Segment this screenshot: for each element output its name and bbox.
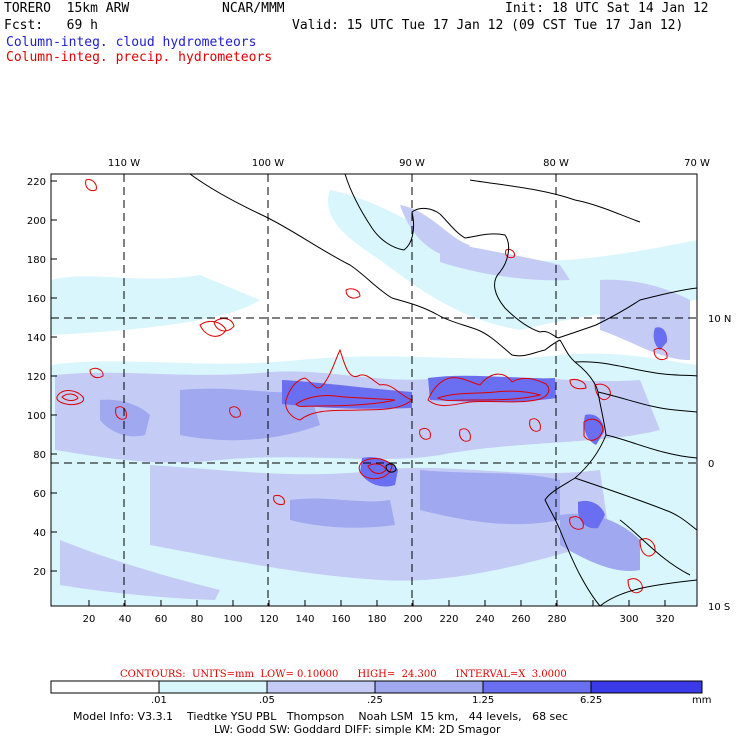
- model-info-line1: Model Info: V3.3.1 Tiedtke YSU PBL Thomp…: [73, 710, 569, 723]
- colorbar-label: 6.25: [580, 695, 603, 706]
- y-tick: 160: [27, 294, 46, 305]
- lon-label: 80 W: [543, 158, 569, 169]
- lat-label: 0: [708, 459, 714, 470]
- x-tick: 260: [511, 614, 530, 625]
- colorbar-label: 1.25: [472, 695, 495, 706]
- colorbar-label: .25: [367, 695, 383, 706]
- x-tick: 80: [191, 614, 204, 625]
- lon-label: 100 W: [252, 158, 284, 169]
- x-tick: 300: [619, 614, 638, 625]
- lat-lon-grid: [51, 174, 697, 606]
- x-tick: 280: [547, 614, 566, 625]
- init-time: Init: 18 UTC Sat 14 Jan 12: [505, 1, 709, 16]
- y-tick: 180: [27, 255, 46, 266]
- center-name: NCAR/MMM: [222, 1, 285, 16]
- y-tick: 120: [27, 372, 46, 383]
- colorbar-label: .05: [259, 695, 275, 706]
- longitude-labels: 110 W 100 W 90 W 80 W 70 W: [108, 158, 710, 169]
- x-tick: 40: [119, 614, 132, 625]
- x-tick: 180: [367, 614, 386, 625]
- colorbar-unit: mm: [692, 695, 712, 706]
- bottom-tick-labels: 20 40 60 80 100 120 140 160 180 200 220 …: [83, 614, 675, 625]
- x-tick: 320: [655, 614, 674, 625]
- precip-field-title: Column-integ. precip. hydrometeors: [6, 50, 273, 65]
- precip-contours: [56, 179, 668, 594]
- forecast-hour: Fcst: 69 h: [4, 18, 98, 33]
- x-tick: 60: [155, 614, 168, 625]
- model-name: TORERO 15km ARW: [4, 1, 130, 16]
- y-tick: 80: [33, 450, 46, 461]
- plot-frame: [50, 173, 698, 607]
- y-tick: 220: [27, 177, 46, 188]
- y-tick: 200: [27, 216, 46, 227]
- coastlines: [189, 174, 697, 606]
- x-tick: 200: [403, 614, 422, 625]
- colorbar-bin: [591, 681, 702, 693]
- cloud-shading: [51, 190, 697, 606]
- colorbar-bin: [375, 681, 483, 693]
- lon-label: 70 W: [684, 158, 710, 169]
- y-tick: 40: [33, 528, 46, 539]
- lat-label: 10 S: [708, 602, 730, 613]
- lat-label: 10 N: [708, 314, 731, 325]
- y-tick: 20: [33, 567, 46, 578]
- lon-label: 90 W: [399, 158, 425, 169]
- x-tick: 240: [475, 614, 494, 625]
- x-tick: 160: [331, 614, 350, 625]
- lon-label: 110 W: [108, 158, 140, 169]
- bottom-tick-marks: [88, 600, 666, 606]
- left-tick-labels: 220 200 180 160 140 120 100 80 60 40 20: [27, 177, 46, 578]
- x-tick: 140: [295, 614, 314, 625]
- model-info-line2: LW: Godd SW: Goddard DIFF: simple KM: 2D…: [214, 723, 501, 736]
- latitude-labels: 10 N 0 10 S: [708, 314, 731, 613]
- y-tick: 60: [33, 489, 46, 500]
- y-tick: 100: [27, 411, 46, 422]
- colorbar-bin: [51, 681, 159, 693]
- colorbar-bin: [483, 681, 591, 693]
- colorbar-bin: [267, 681, 375, 693]
- cloud-field-title: Column-integ. cloud hydrometeors: [6, 35, 257, 50]
- x-tick: 220: [439, 614, 458, 625]
- y-tick: 140: [27, 333, 46, 344]
- x-tick: 20: [83, 614, 96, 625]
- colorbar-label: .01: [151, 695, 167, 706]
- x-tick: 120: [259, 614, 278, 625]
- colorbar: [50, 680, 703, 694]
- x-tick: 100: [223, 614, 242, 625]
- left-tick-marks: [51, 180, 57, 572]
- colorbar-bin: [159, 681, 267, 693]
- contour-info: CONTOURS: UNITS=mm LOW= 0.10000 HIGH= 24…: [120, 669, 567, 680]
- valid-time: Valid: 15 UTC Tue 17 Jan 12 (09 CST Tue …: [292, 18, 684, 33]
